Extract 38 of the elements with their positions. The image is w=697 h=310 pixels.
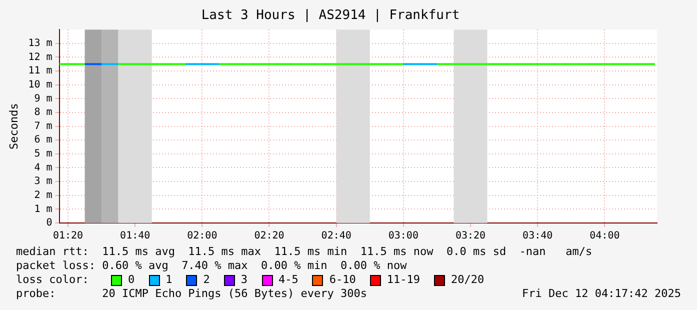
- y-tick-label: 11 m: [28, 66, 52, 77]
- y-tick-label: 0: [46, 218, 52, 229]
- legend-label: 3: [240, 273, 248, 287]
- x-tick-label: 01:40: [120, 230, 150, 242]
- legend-title: loss color:: [16, 273, 90, 287]
- text: packet loss: 0.60 % avg 7.40 % max 0.00 % min 0.00 % now: [16, 259, 408, 273]
- y-tick-label: 3 m: [34, 176, 52, 188]
- legend-label: 11-19: [386, 273, 420, 287]
- legend-label: 0: [128, 273, 135, 287]
- text: probe: 20 ICMP Echo Pings (56 Bytes) every 300s: [16, 287, 367, 301]
- y-tick-label: 7 m: [34, 120, 52, 132]
- y-axis-title: Seconds: [7, 103, 20, 150]
- text: median rtt: 11.5 ms avg 11.5 ms max 11.5 ms min 11.5 ms now 0.0 ms sd -nan am/s: [16, 245, 594, 259]
- legend-label: 2: [203, 273, 210, 287]
- x-tick-label: 02:00: [187, 230, 218, 242]
- legend-label: 1: [166, 273, 172, 287]
- legend-label: 6-10: [329, 273, 356, 287]
- y-tick-label: 9 m: [34, 93, 52, 104]
- x-tick-label: 04:00: [590, 230, 620, 242]
- text: Fri Dec 12 04:17:42 2025: [522, 287, 681, 301]
- legend-label: 20/20: [451, 273, 484, 287]
- y-tick-label: 6 m: [34, 134, 52, 146]
- x-tick-label: 03:40: [522, 230, 553, 242]
- legend-label: 4-5: [278, 273, 298, 287]
- y-tick-label: 1 m: [34, 204, 52, 215]
- x-tick-label: 01:20: [52, 230, 84, 242]
- y-tick-label: 4 m: [34, 162, 52, 174]
- y-tick-label: 8 m: [34, 107, 52, 118]
- y-tick-label: 12 m: [28, 52, 52, 63]
- y-tick-label: 5 m: [34, 148, 52, 160]
- chart-title: Last 3 Hours | AS2914 | Frankfurt: [201, 8, 460, 24]
- x-tick-label: 03:20: [455, 230, 486, 242]
- x-tick-label: 02:20: [254, 230, 284, 242]
- x-tick-label: 02:40: [321, 230, 352, 242]
- y-tick-label: 10 m: [28, 79, 52, 90]
- x-tick-label: 03:00: [388, 230, 418, 242]
- y-tick-label: 13 m: [28, 38, 52, 50]
- y-tick-label: 2 m: [34, 190, 52, 201]
